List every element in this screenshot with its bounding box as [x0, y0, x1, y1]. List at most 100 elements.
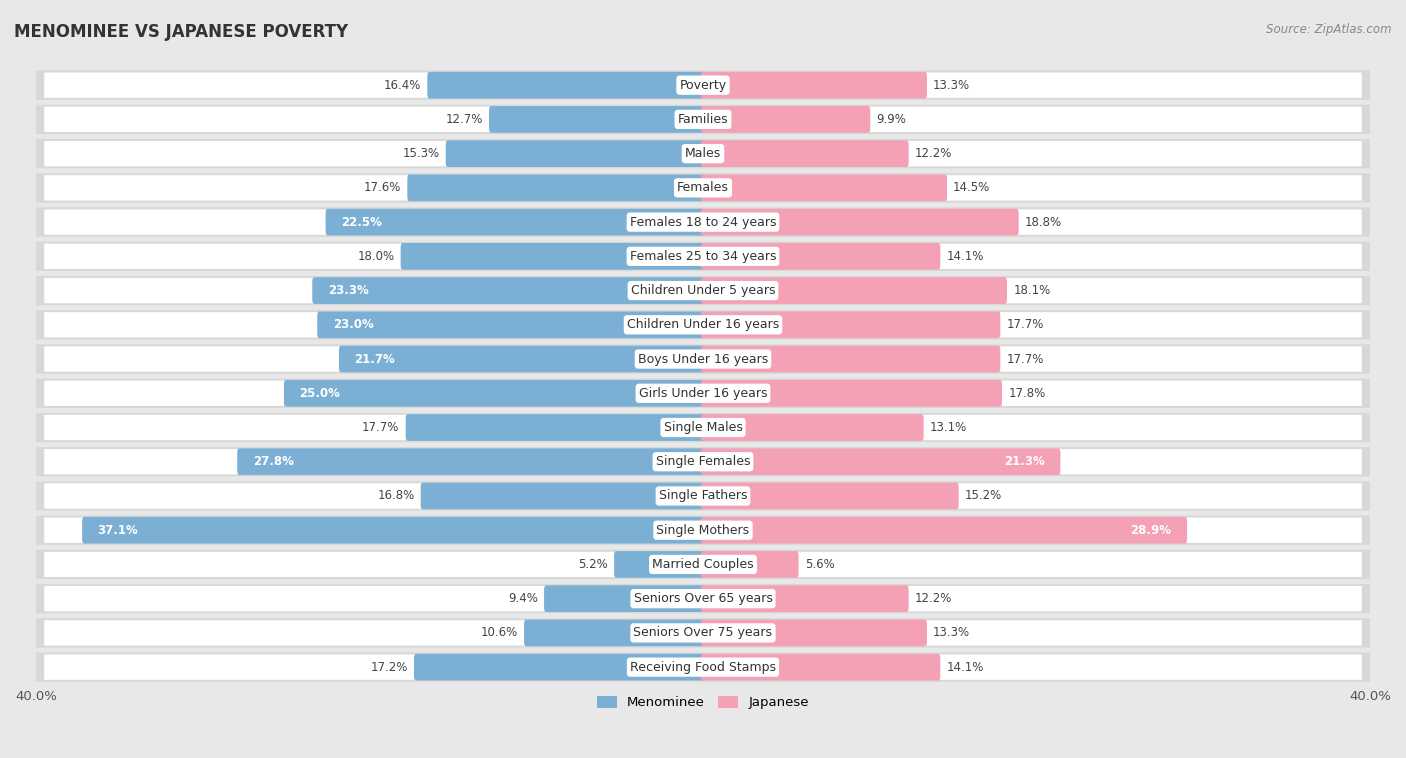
FancyBboxPatch shape: [35, 139, 1371, 168]
FancyBboxPatch shape: [44, 654, 1362, 680]
FancyBboxPatch shape: [489, 106, 706, 133]
FancyBboxPatch shape: [44, 449, 1362, 475]
FancyBboxPatch shape: [339, 346, 706, 372]
FancyBboxPatch shape: [446, 140, 706, 167]
Text: Single Males: Single Males: [664, 421, 742, 434]
FancyBboxPatch shape: [700, 585, 908, 612]
FancyBboxPatch shape: [700, 208, 1019, 236]
FancyBboxPatch shape: [44, 175, 1362, 201]
FancyBboxPatch shape: [35, 70, 1371, 100]
Text: Families: Families: [678, 113, 728, 126]
Text: 12.2%: 12.2%: [915, 147, 952, 160]
FancyBboxPatch shape: [44, 552, 1362, 577]
Text: 21.3%: 21.3%: [1004, 456, 1045, 468]
FancyBboxPatch shape: [35, 481, 1371, 511]
Legend: Menominee, Japanese: Menominee, Japanese: [592, 691, 814, 715]
FancyBboxPatch shape: [44, 415, 1362, 440]
Text: 12.7%: 12.7%: [446, 113, 482, 126]
FancyBboxPatch shape: [700, 312, 1000, 338]
Text: 17.7%: 17.7%: [363, 421, 399, 434]
FancyBboxPatch shape: [35, 584, 1371, 613]
FancyBboxPatch shape: [35, 378, 1371, 408]
FancyBboxPatch shape: [35, 208, 1371, 236]
FancyBboxPatch shape: [401, 243, 706, 270]
FancyBboxPatch shape: [700, 619, 927, 647]
FancyBboxPatch shape: [35, 344, 1371, 374]
Text: 16.8%: 16.8%: [377, 490, 415, 503]
Text: 17.6%: 17.6%: [364, 181, 401, 194]
FancyBboxPatch shape: [44, 243, 1362, 269]
FancyBboxPatch shape: [700, 346, 1000, 372]
FancyBboxPatch shape: [524, 619, 706, 647]
Text: 23.0%: 23.0%: [333, 318, 374, 331]
Text: Single Mothers: Single Mothers: [657, 524, 749, 537]
FancyBboxPatch shape: [44, 278, 1362, 303]
Text: 37.1%: 37.1%: [97, 524, 138, 537]
FancyBboxPatch shape: [35, 447, 1371, 477]
Text: Girls Under 16 years: Girls Under 16 years: [638, 387, 768, 399]
FancyBboxPatch shape: [44, 107, 1362, 132]
Text: 17.2%: 17.2%: [370, 661, 408, 674]
FancyBboxPatch shape: [700, 551, 799, 578]
FancyBboxPatch shape: [700, 174, 948, 201]
FancyBboxPatch shape: [700, 243, 941, 270]
Text: Children Under 5 years: Children Under 5 years: [631, 284, 775, 297]
FancyBboxPatch shape: [413, 654, 706, 681]
Text: 15.2%: 15.2%: [965, 490, 1002, 503]
FancyBboxPatch shape: [44, 484, 1362, 509]
FancyBboxPatch shape: [427, 72, 706, 99]
FancyBboxPatch shape: [700, 483, 959, 509]
FancyBboxPatch shape: [35, 105, 1371, 134]
Text: Females 25 to 34 years: Females 25 to 34 years: [630, 250, 776, 263]
FancyBboxPatch shape: [700, 449, 1060, 475]
FancyBboxPatch shape: [44, 141, 1362, 166]
Text: 18.1%: 18.1%: [1014, 284, 1050, 297]
Text: 9.9%: 9.9%: [876, 113, 907, 126]
Text: 9.4%: 9.4%: [508, 592, 538, 605]
Text: Females: Females: [678, 181, 728, 194]
FancyBboxPatch shape: [614, 551, 706, 578]
Text: 17.8%: 17.8%: [1008, 387, 1046, 399]
Text: 5.6%: 5.6%: [804, 558, 835, 571]
Text: 12.2%: 12.2%: [915, 592, 952, 605]
FancyBboxPatch shape: [44, 381, 1362, 406]
Text: Seniors Over 65 years: Seniors Over 65 years: [634, 592, 772, 605]
Text: Males: Males: [685, 147, 721, 160]
Text: Boys Under 16 years: Boys Under 16 years: [638, 352, 768, 365]
Text: Children Under 16 years: Children Under 16 years: [627, 318, 779, 331]
FancyBboxPatch shape: [700, 414, 924, 441]
Text: 23.3%: 23.3%: [328, 284, 368, 297]
Text: 13.3%: 13.3%: [934, 79, 970, 92]
FancyBboxPatch shape: [44, 346, 1362, 371]
FancyBboxPatch shape: [35, 550, 1371, 579]
FancyBboxPatch shape: [326, 208, 706, 236]
Text: 17.7%: 17.7%: [1007, 318, 1043, 331]
Text: 14.1%: 14.1%: [946, 661, 984, 674]
FancyBboxPatch shape: [700, 72, 927, 99]
FancyBboxPatch shape: [35, 173, 1371, 202]
Text: 25.0%: 25.0%: [299, 387, 340, 399]
Text: Single Fathers: Single Fathers: [659, 490, 747, 503]
FancyBboxPatch shape: [700, 380, 1002, 406]
Text: 27.8%: 27.8%: [253, 456, 294, 468]
FancyBboxPatch shape: [44, 312, 1362, 337]
Text: 14.1%: 14.1%: [946, 250, 984, 263]
FancyBboxPatch shape: [408, 174, 706, 201]
FancyBboxPatch shape: [82, 517, 706, 543]
Text: Single Females: Single Females: [655, 456, 751, 468]
Text: 16.4%: 16.4%: [384, 79, 422, 92]
FancyBboxPatch shape: [700, 106, 870, 133]
FancyBboxPatch shape: [35, 310, 1371, 340]
Text: Poverty: Poverty: [679, 79, 727, 92]
Text: Source: ZipAtlas.com: Source: ZipAtlas.com: [1267, 23, 1392, 36]
FancyBboxPatch shape: [35, 619, 1371, 647]
FancyBboxPatch shape: [238, 449, 706, 475]
FancyBboxPatch shape: [44, 73, 1362, 98]
FancyBboxPatch shape: [35, 515, 1371, 545]
FancyBboxPatch shape: [700, 140, 908, 167]
FancyBboxPatch shape: [700, 517, 1187, 543]
Text: MENOMINEE VS JAPANESE POVERTY: MENOMINEE VS JAPANESE POVERTY: [14, 23, 349, 41]
FancyBboxPatch shape: [700, 277, 1007, 304]
FancyBboxPatch shape: [312, 277, 706, 304]
Text: 22.5%: 22.5%: [342, 215, 382, 229]
